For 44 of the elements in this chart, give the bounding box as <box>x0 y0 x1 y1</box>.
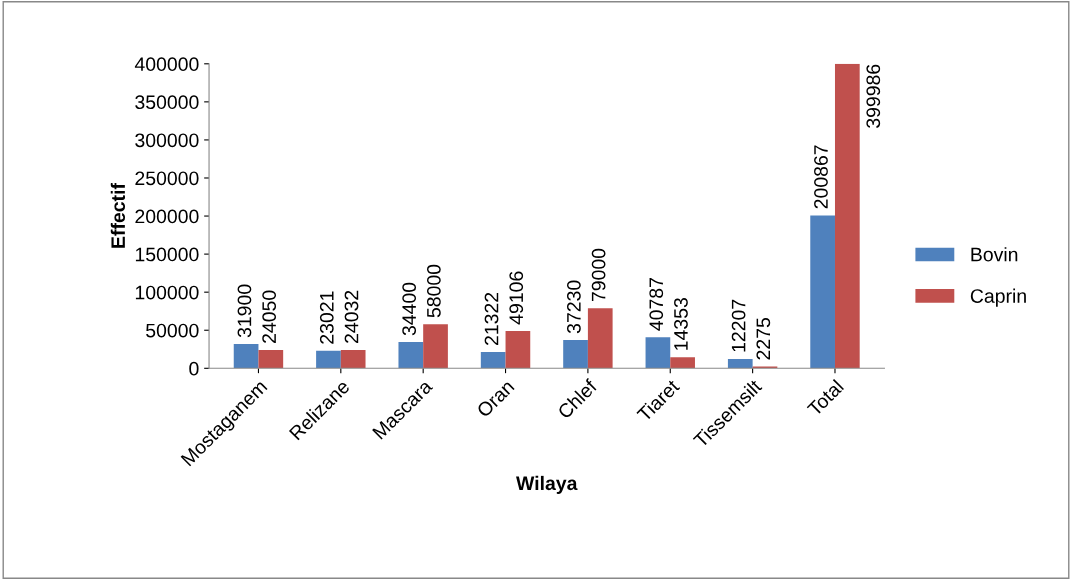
bar <box>727 359 753 369</box>
y-tick-label: 150000 <box>135 247 199 262</box>
y-tick-label: 50000 <box>146 323 199 338</box>
legend-label: Caprin <box>970 288 1026 307</box>
bar <box>423 324 448 369</box>
bar <box>587 308 613 369</box>
data-label: 40787 <box>649 278 664 331</box>
bar <box>233 344 259 369</box>
y-tick-label: 100000 <box>135 285 199 300</box>
data-label: 21322 <box>484 292 499 345</box>
bar <box>670 357 695 369</box>
bar <box>258 349 284 369</box>
bar <box>340 350 366 369</box>
y-axis-title: Effectif <box>110 183 126 248</box>
bar <box>505 330 531 369</box>
data-label: 24032 <box>344 290 359 343</box>
y-tick-label: 250000 <box>135 171 199 186</box>
data-label: 200867 <box>814 145 828 209</box>
data-label: 12207 <box>731 299 746 352</box>
data-label: 34400 <box>402 282 417 336</box>
x-axis-title: Wilaya <box>516 475 578 494</box>
data-label: 24050 <box>262 290 277 343</box>
data-label: 49106 <box>509 271 524 325</box>
bar <box>810 215 835 369</box>
data-label: 79000 <box>591 248 606 302</box>
data-label: 23021 <box>319 291 334 344</box>
data-label: 58000 <box>426 264 441 318</box>
y-tick-label: 0 <box>189 361 199 376</box>
bar <box>316 350 341 369</box>
y-tick-label: 300000 <box>135 133 199 148</box>
bar <box>645 337 671 369</box>
data-label: 14353 <box>674 298 688 350</box>
legend-label: Bovin <box>971 247 1018 262</box>
y-tick-label: 400000 <box>134 57 199 72</box>
bar <box>480 352 506 369</box>
bar <box>398 342 424 369</box>
bar <box>563 339 588 369</box>
y-tick-label: 350000 <box>135 95 199 110</box>
data-label: 399986 <box>866 64 881 128</box>
data-label: 31900 <box>237 284 252 338</box>
data-label: 37230 <box>567 280 581 334</box>
y-tick-label: 200000 <box>135 209 199 224</box>
bar <box>834 63 860 369</box>
data-label: 2275 <box>756 318 771 360</box>
